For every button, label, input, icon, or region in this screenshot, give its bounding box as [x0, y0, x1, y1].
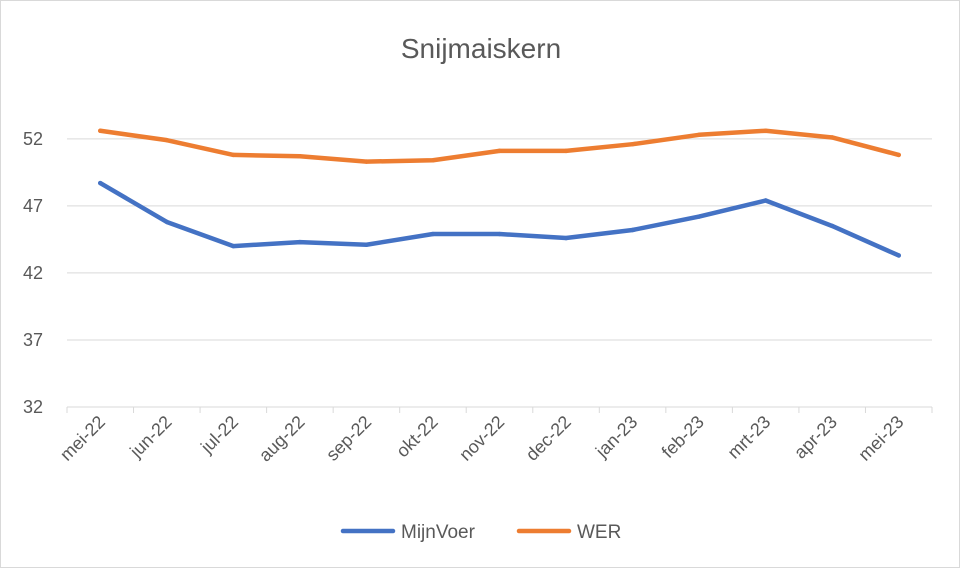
series-line-wer	[98, 128, 901, 164]
data-point-wer	[896, 152, 901, 158]
data-point-wer	[829, 135, 835, 140]
series-line-mijnvoer	[98, 180, 901, 258]
x-tick-label: okt-22	[392, 412, 442, 462]
legend: MijnVoer WER	[340, 522, 621, 543]
data-point-mijnvoer	[829, 223, 835, 229]
data-point-wer	[563, 148, 569, 154]
y-tick-label: 37	[23, 330, 43, 350]
data-point-wer	[364, 159, 369, 164]
data-point-mijnvoer	[630, 227, 635, 233]
data-point-wer	[696, 132, 702, 137]
data-point-wer	[497, 148, 502, 154]
data-point-wer	[430, 158, 436, 163]
data-point-wer	[164, 137, 170, 143]
data-point-mijnvoer	[497, 231, 502, 237]
data-point-mijnvoer	[231, 243, 236, 249]
grid-layer	[67, 138, 932, 341]
data-point-mijnvoer	[896, 253, 901, 258]
data-point-wer	[231, 152, 236, 158]
x-tick-label: feb-23	[658, 412, 708, 462]
x-tick-label: mei-23	[855, 412, 908, 465]
data-point-wer	[763, 128, 768, 133]
y-tick-label: 42	[23, 263, 43, 283]
x-tick-label: dec-22	[522, 412, 575, 465]
y-tick-label: 52	[23, 129, 43, 149]
data-point-mijnvoer	[297, 239, 303, 245]
series-layer	[98, 128, 901, 258]
data-point-mijnvoer	[696, 214, 702, 219]
x-tick-label: jul-22	[196, 412, 242, 458]
axis-layer: 32 37 42 47 52 mei-22 jun-22 jul-22 aug-22 sep-22…	[23, 129, 933, 466]
x-tick-label: jun-22	[125, 412, 175, 462]
data-point-mijnvoer	[164, 219, 170, 225]
x-tick-label: apr-23	[790, 412, 841, 463]
data-point-mijnvoer	[763, 198, 768, 203]
data-point-mijnvoer	[98, 180, 103, 186]
chart-title: Snijmaiskern	[401, 33, 561, 64]
x-tick-label: mei-22	[56, 412, 109, 465]
data-point-mijnvoer	[430, 231, 436, 237]
data-point-wer	[297, 154, 303, 159]
x-tick-label: aug-22	[255, 412, 309, 466]
legend-label-mijnvoer: MijnVoer	[401, 522, 476, 543]
data-point-wer	[98, 128, 103, 133]
x-tick-label: mrt-23	[724, 412, 775, 463]
data-point-mijnvoer	[364, 242, 369, 247]
data-point-mijnvoer	[563, 235, 569, 241]
legend-label-wer: WER	[577, 522, 621, 543]
y-tick-label: 32	[23, 397, 43, 417]
x-tick-label: nov-22	[455, 412, 508, 465]
x-tick-label: jan-23	[591, 412, 641, 462]
y-tick-label: 47	[23, 196, 43, 216]
data-point-wer	[630, 141, 635, 147]
x-tick-label: sep-22	[322, 412, 375, 465]
